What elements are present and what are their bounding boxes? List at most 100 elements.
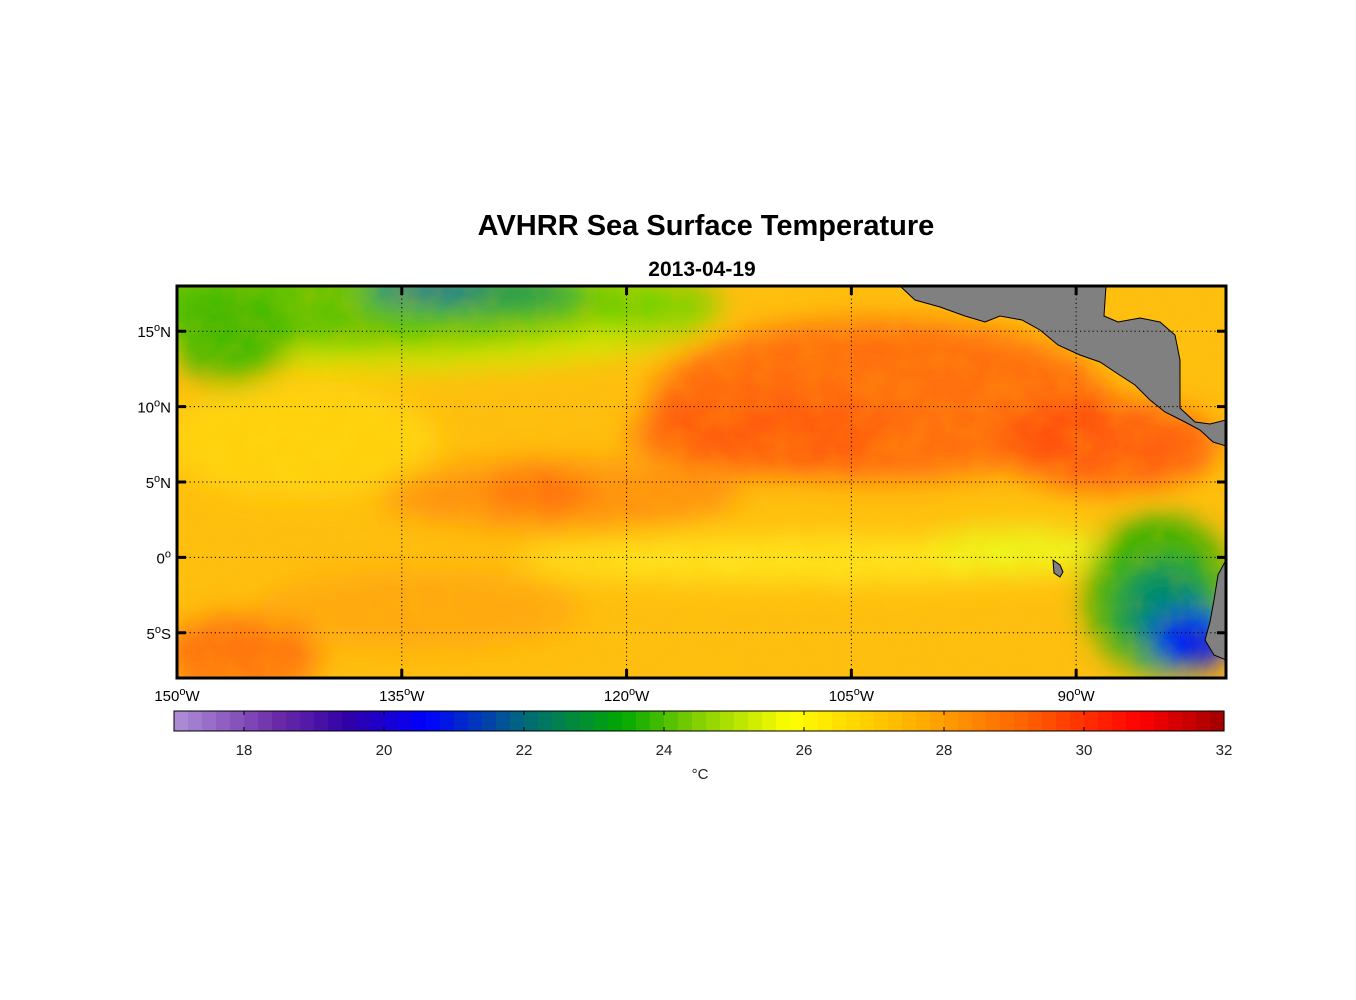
lon-tick-deg: o <box>404 686 410 698</box>
colorbar-swatch <box>314 711 329 731</box>
lon-tick-hemi: W <box>410 688 425 705</box>
colorbar-swatch <box>566 711 581 731</box>
colorbar-swatch <box>440 711 455 731</box>
colorbar-swatch <box>426 711 441 731</box>
lat-tick-deg: o <box>154 322 160 334</box>
colorbar-swatch <box>244 711 259 731</box>
colorbar-swatch <box>258 711 273 731</box>
colorbar-swatch <box>594 711 609 731</box>
colorbar-swatch <box>1028 711 1043 731</box>
colorbar-frame <box>173 710 1225 732</box>
colorbar-swatch <box>846 711 861 731</box>
colorbar-swatch <box>328 711 343 731</box>
colorbar-swatch <box>706 711 721 731</box>
colorbar-swatch <box>286 711 301 731</box>
colorbar-swatch <box>356 711 371 731</box>
colorbar-swatch <box>454 711 469 731</box>
lat-tick-deg: o <box>154 398 160 410</box>
land-south-america <box>1204 559 1226 661</box>
colorbar-swatch <box>930 711 945 731</box>
lon-tick-num: 135 <box>379 688 404 705</box>
lat-tick-deg: o <box>165 548 171 560</box>
colorbar-swatch <box>902 711 917 731</box>
colorbar-swatch <box>398 711 413 731</box>
colorbar-swatch <box>692 711 707 731</box>
colorbar-swatch <box>1210 711 1225 731</box>
colorbar-unit-label: °C <box>692 766 709 783</box>
colorbar-swatch <box>510 711 525 731</box>
lon-tick-hemi: W <box>635 688 650 705</box>
colorbar-swatch <box>790 711 805 731</box>
colorbar-tick-label-7: 32 <box>1216 742 1233 759</box>
lat-tick-num: 5 <box>147 626 155 643</box>
colorbar-swatch <box>1098 711 1113 731</box>
lon-tick-deg: o <box>854 686 860 698</box>
colorbar-swatch <box>384 711 399 731</box>
lat-tick-num: 5 <box>146 475 154 492</box>
colorbar-swatch <box>174 711 189 731</box>
lat-tick-num: 10 <box>137 400 154 417</box>
lat-tick-hemi: N <box>160 324 171 341</box>
lon-tick-label-1: 135oW <box>379 686 425 705</box>
colorbar-swatch <box>1126 711 1141 731</box>
colorbar-swatch <box>230 711 245 731</box>
colorbar-swatch <box>202 711 217 731</box>
colorbar-tick-label-6: 30 <box>1076 742 1093 759</box>
colorbar-tick-label-0: 18 <box>236 742 253 759</box>
colorbar-swatch <box>832 711 847 731</box>
lon-tick-deg: o <box>179 686 185 698</box>
colorbar-swatch <box>370 711 385 731</box>
colorbar-swatch <box>188 711 203 731</box>
lon-tick-hemi: W <box>1080 688 1095 705</box>
colorbar-swatch <box>1070 711 1085 731</box>
lat-tick-hemi: N <box>160 475 171 492</box>
longitude-axis: 150oW 135oW 120oW 105oW 90oW <box>154 286 1095 705</box>
lon-tick-deg: o <box>629 686 635 698</box>
colorbar-swatch <box>860 711 875 731</box>
lat-tick-deg: o <box>155 624 161 636</box>
colorbar-swatch <box>1168 711 1183 731</box>
lon-tick-label-0: 150oW <box>154 686 200 705</box>
sst-field <box>177 286 1226 678</box>
colorbar-swatch <box>608 711 623 731</box>
lat-tick-label-2: 5oN <box>146 473 171 492</box>
colorbar-swatch <box>412 711 427 731</box>
colorbar-swatch <box>874 711 889 731</box>
colorbar-swatch <box>650 711 665 731</box>
colorbar-swatch <box>496 711 511 731</box>
colorbar-swatch <box>888 711 903 731</box>
colorbar-swatch <box>1000 711 1015 731</box>
land-galapagos <box>1052 558 1064 578</box>
colorbar-swatch <box>944 711 959 731</box>
colorbar-swatch <box>272 711 287 731</box>
land-masses <box>899 286 1226 661</box>
colorbar-swatch <box>1014 711 1029 731</box>
lon-tick-label-3: 105oW <box>829 686 875 705</box>
colorbar-swatch <box>818 711 833 731</box>
colorbar-swatch <box>622 711 637 731</box>
map-gridlines <box>177 286 1226 678</box>
map-subtitle: 2013-04-19 <box>648 258 755 281</box>
colorbar-swatch <box>1084 711 1099 731</box>
lon-tick-num: 120 <box>604 688 629 705</box>
colorbar-swatch <box>1196 711 1211 731</box>
colorbar-tick-label-1: 20 <box>376 742 393 759</box>
lon-tick-hemi: W <box>860 688 875 705</box>
colorbar-swatch <box>664 711 679 731</box>
colorbar-swatch <box>636 711 651 731</box>
colorbar-tick-label-3: 24 <box>656 742 673 759</box>
colorbar-tick-label-5: 28 <box>936 742 953 759</box>
colorbar-swatch <box>916 711 931 731</box>
colorbar-swatch <box>468 711 483 731</box>
colorbar-swatch <box>1042 711 1057 731</box>
colorbar-ticks: 18 20 22 24 26 28 30 32 <box>236 711 1233 759</box>
colorbar-swatch <box>580 711 595 731</box>
colorbar-swatch <box>1154 711 1169 731</box>
colorbar-swatch <box>342 711 357 731</box>
colorbar-tick-label-2: 22 <box>516 742 533 759</box>
colorbar-swatch <box>972 711 987 731</box>
colorbar-swatch <box>776 711 791 731</box>
colorbar-swatch <box>804 711 819 731</box>
colorbar-swatch <box>524 711 539 731</box>
